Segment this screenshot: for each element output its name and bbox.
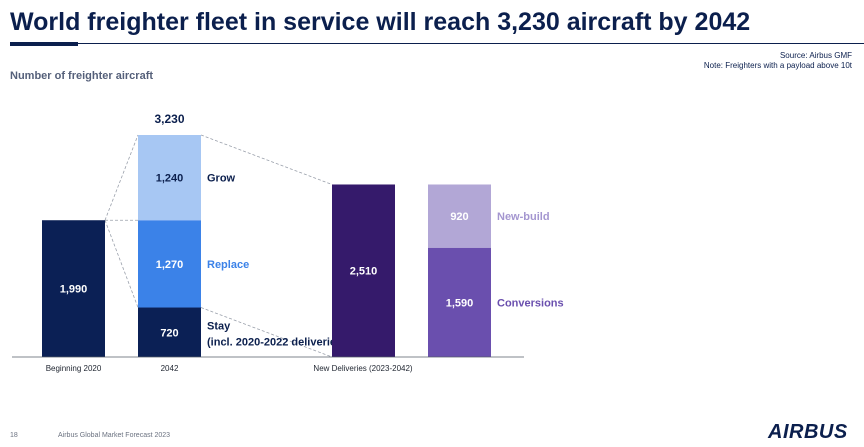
segment-label-conversions: Conversions <box>497 297 564 309</box>
connector-line-deliveries-bottom <box>200 307 333 358</box>
bar-new-build <box>428 184 491 248</box>
x-tick-label-2042: 2042 <box>161 364 179 373</box>
value-label-new-build: 920 <box>450 211 468 223</box>
page-title: World freighter fleet in service will re… <box>10 8 751 36</box>
value-label-stay: 720 <box>160 327 178 339</box>
segment-sublabel-stay: (incl. 2020-2022 deliveries) <box>207 337 346 349</box>
segment-label-new-build: New-build <box>497 211 550 223</box>
x-tick-label-new-deliveries-2023-2042: New Deliveries (2023-2042) <box>313 364 412 373</box>
total-2042-label: 3,230 <box>154 112 184 126</box>
x-tick-label-beginning-2020: Beginning 2020 <box>46 364 102 373</box>
bar-total-deliveries <box>332 184 395 357</box>
value-label-conversions: 1,590 <box>446 297 474 309</box>
value-label-replace: 1,270 <box>156 259 184 271</box>
bar-conversions <box>428 247 491 357</box>
value-label-grow: 1,240 <box>156 173 184 185</box>
value-label-total-deliveries: 2,510 <box>350 266 378 278</box>
segment-label-replace: Replace <box>207 259 249 271</box>
value-label-fleet: 1,990 <box>60 284 88 296</box>
payload-note: Note: Freighters with a payload above 10… <box>703 61 852 70</box>
bar-replace <box>138 220 201 308</box>
connector-line-stay <box>104 220 139 308</box>
airbus-logo: AIRBUS <box>768 421 848 443</box>
chart-subtitle: Number of freighter aircraft <box>10 70 154 82</box>
title-accent-bar <box>10 42 78 46</box>
bar-stay <box>138 307 201 357</box>
segment-label-stay: Stay <box>207 321 231 333</box>
connector-line-top <box>104 134 139 221</box>
page-number: 18 <box>10 432 18 439</box>
connector-line-deliveries-top <box>200 134 333 185</box>
bar-grow <box>138 135 201 221</box>
title-divider <box>78 43 864 44</box>
bar-fleet <box>42 220 105 357</box>
segment-label-grow: Grow <box>207 173 236 185</box>
footer-text: Airbus Global Market Forecast 2023 <box>58 432 171 439</box>
source-note: Source: Airbus GMF <box>779 51 852 60</box>
